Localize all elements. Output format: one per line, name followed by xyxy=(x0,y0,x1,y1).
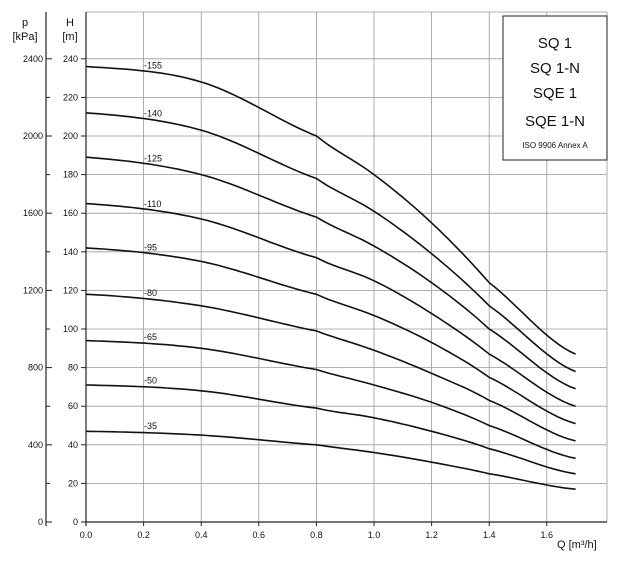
h-tick-label: 240 xyxy=(63,54,78,64)
p-tick-label: 1200 xyxy=(23,285,43,295)
p-tick-label: 0 xyxy=(38,517,43,527)
h-tick-label: 80 xyxy=(68,363,78,373)
axes: 0204060801001201401601802002202400400800… xyxy=(23,12,607,540)
curve-series-m125 xyxy=(85,156,576,390)
q-tick-label: 1.0 xyxy=(368,530,381,540)
legend-line-1: SQ 1 xyxy=(538,35,572,52)
p-tick-label: 2400 xyxy=(23,54,43,64)
h-axis-unit: [m] xyxy=(62,31,77,43)
q-tick-label: 0.4 xyxy=(195,530,208,540)
curve-series-m80 xyxy=(85,293,576,442)
curve-series-m140 xyxy=(85,112,576,373)
h-axis-title: H xyxy=(66,17,74,29)
q-tick-label: 1.2 xyxy=(425,530,438,540)
curve-series-m155 xyxy=(85,65,576,355)
h-tick-label: 100 xyxy=(63,324,78,334)
p-axis-title: p xyxy=(22,17,28,29)
legend-standard: ISO 9906 Annex A xyxy=(522,141,588,150)
curve-label: -80 xyxy=(144,288,157,298)
h-tick-label: 120 xyxy=(63,285,78,295)
h-tick-label: 180 xyxy=(63,170,78,180)
curve-label: -35 xyxy=(144,421,157,431)
q-tick-label: 1.4 xyxy=(483,530,496,540)
q-tick-label: 0.6 xyxy=(253,530,266,540)
h-tick-label: 220 xyxy=(63,92,78,102)
curve-series-m50 xyxy=(85,384,576,475)
legend-frame xyxy=(502,15,608,161)
h-tick-label: 160 xyxy=(63,208,78,218)
legend-line-3: SQE 1 xyxy=(533,85,577,102)
p-tick-label: 1600 xyxy=(23,208,43,218)
curve-label: -155 xyxy=(144,61,162,71)
h-tick-label: 60 xyxy=(68,401,78,411)
q-tick-label: 1.6 xyxy=(541,530,554,540)
axis-titles: p [kPa] H [m] Q [m³/h] xyxy=(12,17,596,551)
h-tick-label: 0 xyxy=(73,517,78,527)
p-tick-label: 400 xyxy=(28,440,43,450)
p-tick-label: 2000 xyxy=(23,131,43,141)
h-tick-label: 40 xyxy=(68,440,78,450)
q-axis-title: Q [m³/h] xyxy=(557,539,597,551)
legend-line-2: SQ 1-N xyxy=(530,60,580,77)
q-tick-label: 0.0 xyxy=(80,530,93,540)
curve-label: -65 xyxy=(144,332,157,342)
h-tick-label: 140 xyxy=(63,247,78,257)
curve-label: -95 xyxy=(144,242,157,252)
legend-line-4: SQE 1-N xyxy=(525,113,585,130)
curve-series-m65 xyxy=(85,339,576,460)
curve-label: -125 xyxy=(144,153,162,163)
curve-label: -110 xyxy=(144,199,161,209)
curve-label: -140 xyxy=(144,109,162,119)
curve-label: -50 xyxy=(144,375,157,385)
p-tick-label: 800 xyxy=(28,363,43,373)
q-tick-label: 0.2 xyxy=(137,530,150,540)
h-tick-label: 200 xyxy=(63,131,78,141)
curve-series-m95 xyxy=(85,247,576,425)
legend-box: SQ 1 SQ 1-N SQE 1 SQE 1-N ISO 9906 Annex… xyxy=(502,15,608,161)
p-axis-unit: [kPa] xyxy=(12,31,37,43)
q-tick-label: 0.8 xyxy=(310,530,323,540)
h-tick-label: 20 xyxy=(68,478,78,488)
curve-series-m35 xyxy=(85,430,576,490)
curves xyxy=(85,65,576,490)
curve-series-m110 xyxy=(85,202,576,407)
curve-labels: -155 -140 -125 -110 -95 -80 -65 -50 -35 xyxy=(144,61,162,431)
